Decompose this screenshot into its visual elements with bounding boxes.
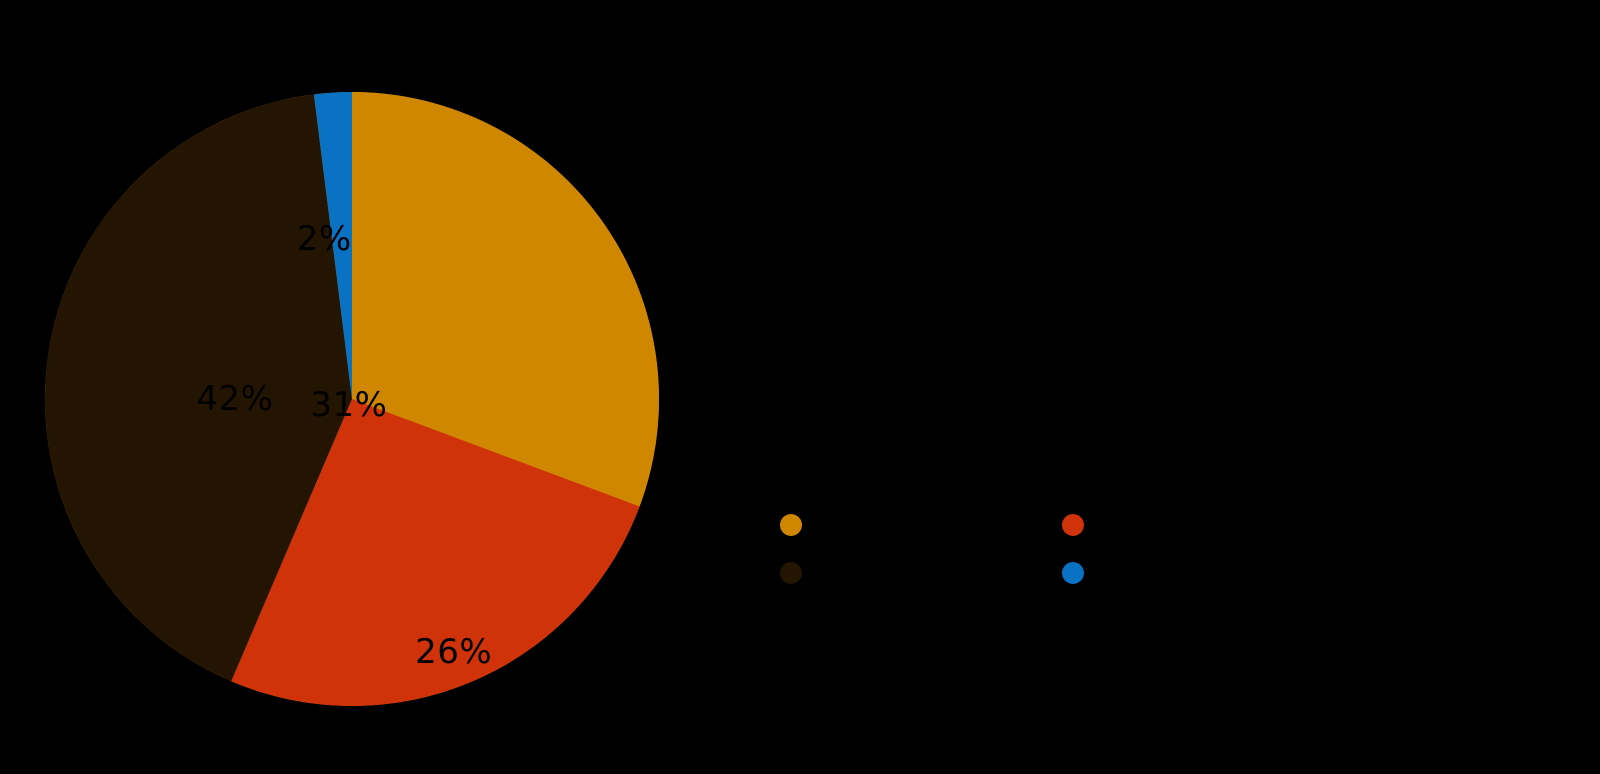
pie-slice-group xyxy=(44,92,660,706)
slice-label-31pct: 31% xyxy=(310,385,388,426)
legend-swatch-orange-icon xyxy=(780,514,802,536)
pie-chart-svg xyxy=(44,92,660,706)
legend-entry-1[interactable] xyxy=(1062,513,1098,537)
chart-legend xyxy=(762,498,1462,602)
legend-swatch-blue-icon xyxy=(1062,562,1084,584)
legend-entry-3[interactable] xyxy=(1062,561,1098,585)
legend-swatch-brown-icon xyxy=(780,562,802,584)
legend-swatch-red-icon xyxy=(1062,514,1084,536)
pie-slice-3[interactable] xyxy=(313,92,352,399)
legend-entry-2[interactable] xyxy=(780,561,816,585)
pie-chart-plot-area: 31% 26% 42% 2% xyxy=(44,91,660,707)
pie-slice-1[interactable] xyxy=(231,399,640,706)
pie-slice-2[interactable] xyxy=(44,94,353,682)
legend-entry-0[interactable] xyxy=(780,513,816,537)
slice-label-26pct: 26% xyxy=(415,631,493,672)
slice-label-42pct: 42% xyxy=(196,379,274,419)
pie-slice-0[interactable] xyxy=(352,92,660,507)
slice-label-2pct: 2% xyxy=(296,218,352,259)
